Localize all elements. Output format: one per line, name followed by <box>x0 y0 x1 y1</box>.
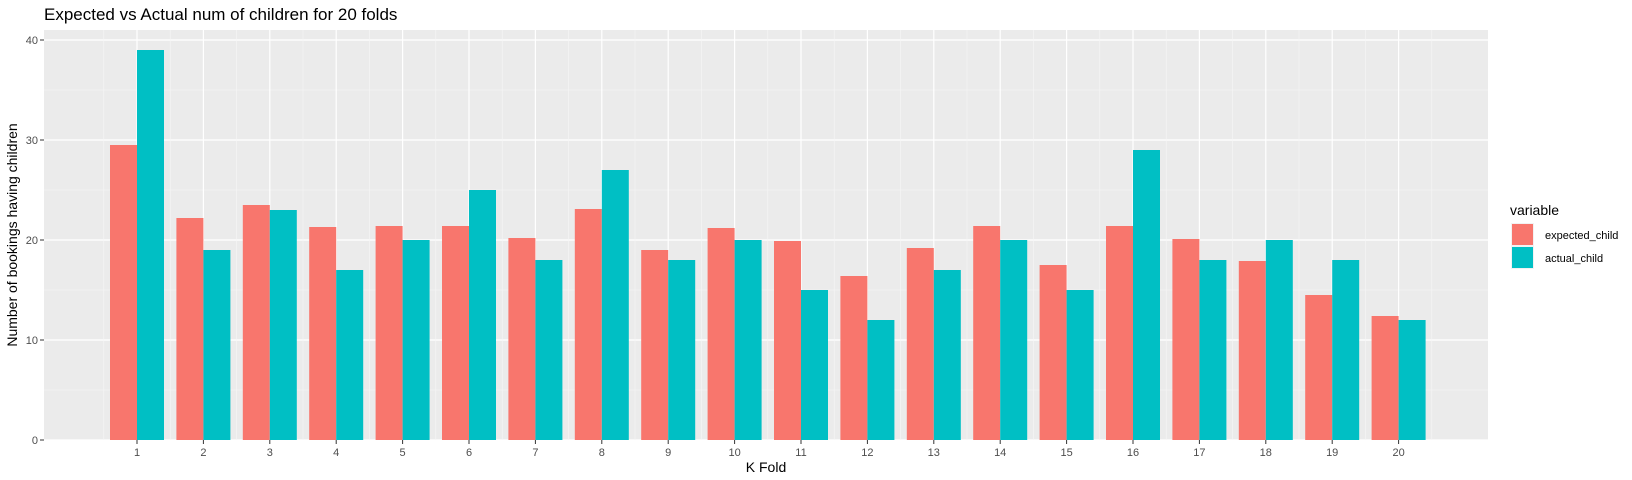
bar-actual_child <box>535 260 563 440</box>
bar-actual_child <box>269 210 297 440</box>
bar-actual_child <box>402 240 430 440</box>
bar-actual_child <box>1199 260 1227 440</box>
x-tick-label: 20 <box>1392 447 1404 459</box>
bar-actual_child <box>1066 290 1094 440</box>
bar-actual_child <box>1332 260 1360 440</box>
bar-expected_child <box>309 227 337 440</box>
x-tick-label: 15 <box>1060 447 1072 459</box>
bar-actual_child <box>469 190 496 440</box>
bar-expected_child <box>176 218 204 440</box>
x-tick-label: 9 <box>665 447 671 459</box>
bar-expected_child <box>774 241 801 440</box>
bar-expected_child <box>375 226 403 440</box>
x-tick-label: 8 <box>599 447 605 459</box>
bar-expected_child <box>1039 265 1067 440</box>
x-axis-title: K Fold <box>746 459 786 475</box>
bar-expected_child <box>906 248 934 440</box>
x-tick-label: 3 <box>267 447 273 459</box>
legend-label: actual_child <box>1545 253 1603 265</box>
legend: variable expected_child actual_child <box>1510 202 1618 269</box>
legend-label: expected_child <box>1545 230 1618 242</box>
bar-expected_child <box>1172 239 1200 440</box>
bar-expected_child <box>707 228 735 440</box>
y-axis: 0 10 20 30 40 <box>26 35 44 447</box>
x-tick-label: 7 <box>532 447 538 459</box>
legend-title: variable <box>1510 202 1559 218</box>
bar-actual_child <box>668 260 696 440</box>
bar-actual_child <box>1265 240 1293 440</box>
bar-expected_child <box>641 250 669 440</box>
x-tick-label: 6 <box>466 447 472 459</box>
bar-actual_child <box>933 270 961 440</box>
x-tick-label: 14 <box>994 447 1006 459</box>
bar-actual_child <box>1133 150 1160 440</box>
legend-key-expected_child <box>1512 224 1533 245</box>
bar-actual_child <box>137 50 164 440</box>
bar-actual_child <box>601 170 629 440</box>
bar-actual_child <box>336 270 364 440</box>
bar-expected_child <box>110 145 137 440</box>
bar-actual_child <box>734 240 762 440</box>
x-tick-label: 4 <box>333 447 339 459</box>
bar-expected_child <box>973 226 1001 440</box>
bar-expected_child <box>442 226 469 440</box>
bar-expected_child <box>574 209 602 440</box>
x-tick-label: 2 <box>200 447 206 459</box>
x-axis: 1 2 3 4 5 6 7 8 9 10 11 12 13 14 15 16 17 18 19 20 <box>134 440 1405 459</box>
x-tick-label: 19 <box>1326 447 1338 459</box>
x-tick-label: 18 <box>1260 447 1272 459</box>
bars <box>110 50 1426 440</box>
x-tick-label: 17 <box>1193 447 1205 459</box>
bar-expected_child <box>508 238 536 440</box>
legend-key-actual_child <box>1512 247 1533 268</box>
y-tick-label: 20 <box>26 235 38 247</box>
bar-expected_child <box>1106 226 1133 440</box>
bar-expected_child <box>242 205 270 440</box>
x-tick-label: 13 <box>928 447 940 459</box>
y-tick-label: 10 <box>26 335 38 347</box>
y-axis-title: Number of bookings having children <box>4 123 20 346</box>
x-tick-label: 1 <box>134 447 140 459</box>
x-tick-label: 16 <box>1127 447 1139 459</box>
y-tick-label: 30 <box>26 135 38 147</box>
bar-actual_child <box>1398 320 1426 440</box>
bar-expected_child <box>1371 316 1399 440</box>
x-tick-label: 10 <box>728 447 740 459</box>
bar-actual_child <box>1000 240 1028 440</box>
y-tick-label: 0 <box>32 435 38 447</box>
bar-expected_child <box>1305 295 1333 440</box>
bar-actual_child <box>203 250 231 440</box>
x-tick-label: 5 <box>400 447 406 459</box>
bar-expected_child <box>1238 261 1266 440</box>
x-tick-label: 11 <box>795 447 806 459</box>
x-tick-label: 12 <box>861 447 873 459</box>
y-tick-label: 40 <box>26 35 38 47</box>
bar-expected_child <box>840 276 868 440</box>
bar-actual_child <box>801 290 828 440</box>
bar-actual_child <box>867 320 895 440</box>
chart-title: Expected vs Actual num of children for 2… <box>44 5 397 24</box>
